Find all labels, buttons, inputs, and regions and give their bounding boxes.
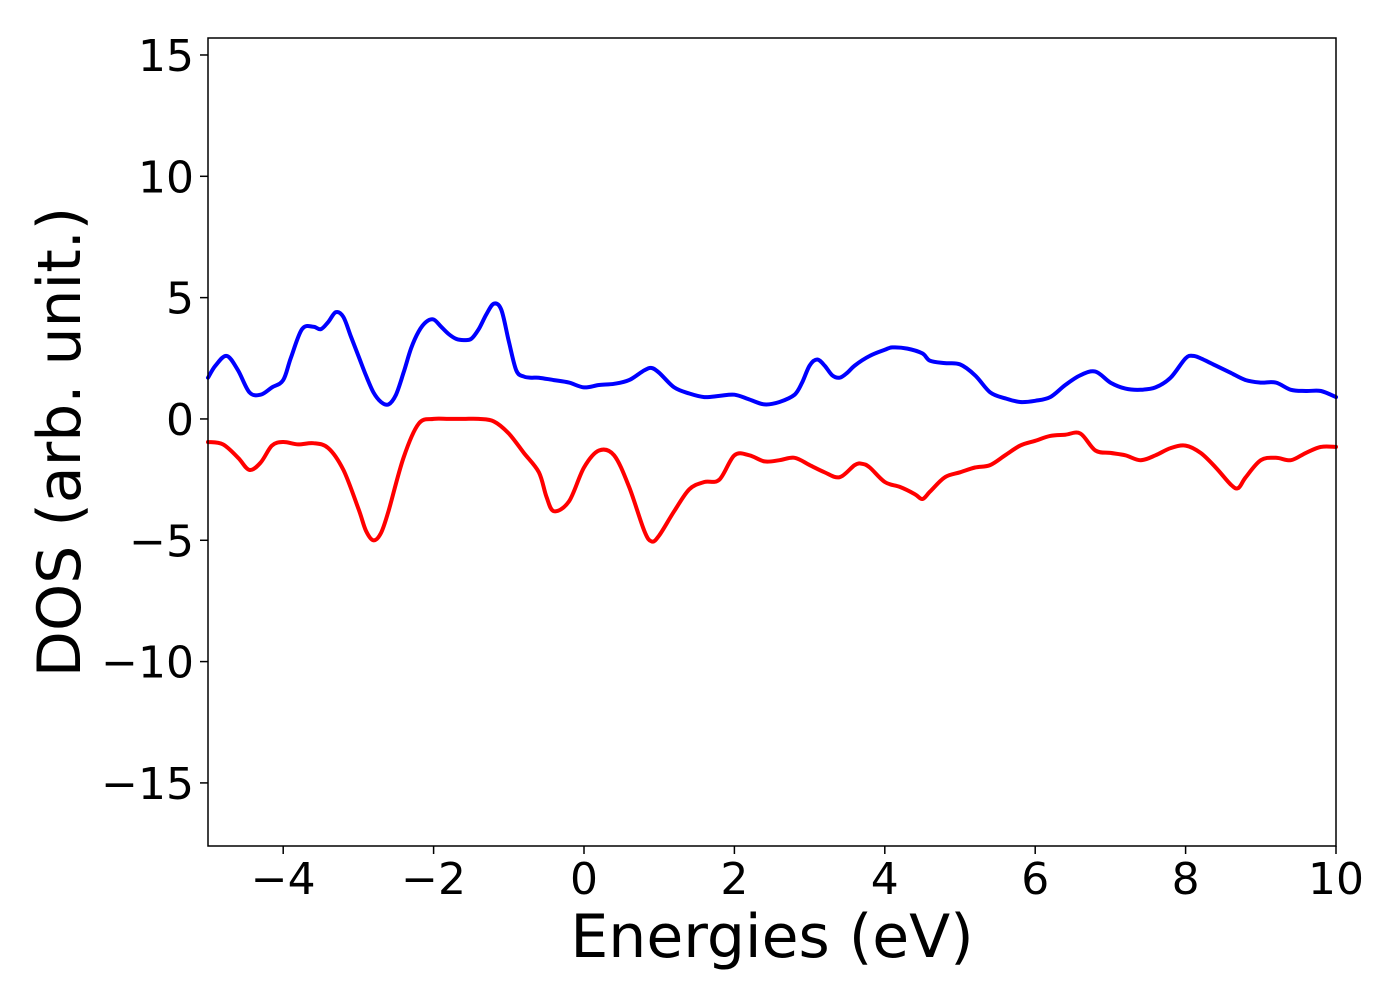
y-tick-label: −5: [129, 516, 194, 567]
y-tick-label: −10: [101, 638, 194, 689]
x-axis-ticks: −4 −2 0 2 4 6 8 10: [251, 846, 1364, 905]
x-axis-label: Energies (eV): [570, 902, 973, 972]
x-tick-label: 4: [871, 854, 899, 905]
y-tick-label: 0: [166, 395, 194, 446]
plot-frame: [207, 37, 1337, 847]
plot-area: [206, 301, 1338, 544]
y-tick-label: 10: [138, 152, 194, 203]
x-tick-label: 6: [1021, 854, 1049, 905]
y-tick-label: 5: [166, 274, 194, 325]
x-tick-label: 10: [1308, 854, 1364, 905]
x-tick-label: −2: [401, 854, 466, 905]
x-tick-label: −4: [251, 854, 316, 905]
y-tick-label: 15: [138, 31, 194, 82]
series-line-spin-up: [206, 301, 1338, 407]
y-tick-label: −15: [101, 759, 194, 810]
y-axis-label: DOS (arb. unit.): [25, 207, 95, 677]
series-line-spin-down: [206, 416, 1338, 544]
x-tick-label: 2: [720, 854, 748, 905]
x-tick-label: 0: [570, 854, 598, 905]
y-axis-ticks: −15 −10 −5 0 5 10 15: [101, 31, 208, 810]
x-tick-label: 8: [1172, 854, 1200, 905]
